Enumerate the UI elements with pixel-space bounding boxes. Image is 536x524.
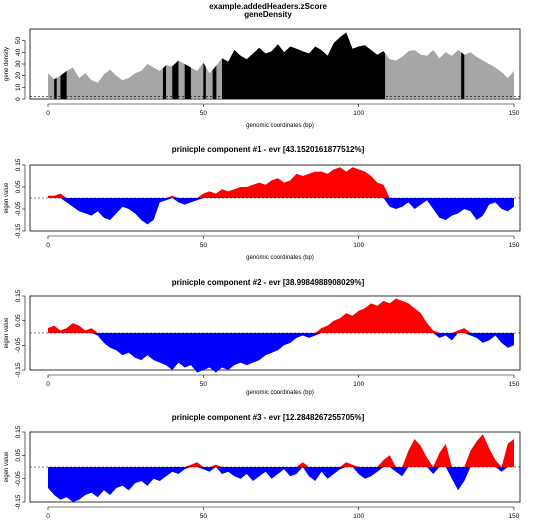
chart-panel-3: prinicple component #2 - evr [38.9984988…	[4, 278, 521, 396]
y-axis-label: eigen value	[4, 451, 10, 482]
x-tick-label: 150	[509, 242, 520, 249]
density-dark-segment	[184, 32, 191, 99]
x-tick-label: 100	[353, 242, 364, 249]
y-tick-label: -0.15	[15, 494, 22, 509]
y-tick-label: 10	[15, 83, 22, 91]
x-tick-label: 0	[46, 242, 50, 249]
density-dark-segment	[461, 32, 465, 99]
y-axis-label: eigen value	[4, 317, 10, 348]
x-tick-label: 0	[46, 381, 50, 388]
y-tick-label: 30	[15, 60, 22, 68]
y-tick-label: 0	[15, 97, 22, 101]
y-tick-label: 0.15	[15, 425, 22, 438]
x-tick-label: 100	[353, 513, 364, 520]
y-axis-label: eigen value	[4, 182, 10, 213]
positive-area	[48, 298, 514, 333]
x-tick-label: 0	[46, 513, 50, 520]
density-dark-segment	[203, 32, 206, 99]
x-tick-label: 0	[46, 110, 50, 117]
y-tick-label: -0.15	[15, 223, 22, 238]
chart-title: prinicple component #1 - evr [43.1520161…	[172, 145, 365, 154]
x-axis-label: genomic coordinates (bp)	[246, 255, 314, 261]
x-tick-label: 50	[200, 110, 208, 117]
positive-area	[48, 167, 514, 198]
x-tick-label: 50	[200, 513, 208, 520]
x-axis-label: genomic coordinates (bp)	[246, 390, 314, 396]
y-tick-label: -0.05	[15, 471, 22, 486]
x-tick-label: 50	[200, 242, 208, 249]
y-tick-label: 50	[15, 37, 22, 45]
y-tick-label: 0.05	[15, 314, 22, 327]
x-tick-label: 150	[509, 381, 520, 388]
x-tick-label: 50	[200, 381, 208, 388]
y-tick-label: -0.05	[15, 338, 22, 353]
chart-subtitle: geneDensity	[244, 10, 292, 19]
x-tick-label: 100	[353, 110, 364, 117]
y-tick-label: 0.05	[15, 449, 22, 462]
chart-title: prinicple component #2 - evr [38.9984988…	[172, 278, 365, 287]
negative-area	[48, 467, 514, 502]
chart-title: example.addedHeaders.zScore	[209, 2, 327, 11]
y-tick-label: -0.05	[15, 201, 22, 216]
x-tick-label: 150	[509, 513, 520, 520]
positive-area	[48, 434, 514, 467]
chart-panel-2: prinicple component #1 - evr [43.1520161…	[4, 145, 521, 261]
y-tick-label: 40	[15, 48, 22, 56]
negative-area	[48, 198, 514, 225]
y-tick-label: 0.15	[15, 289, 22, 302]
density-dark-segment	[162, 32, 167, 99]
x-axis-label: genomic coordinates (bp)	[246, 123, 314, 129]
chart-title: prinicple component #3 - evr [12.2848267…	[172, 413, 365, 422]
y-tick-label: 0.15	[15, 158, 22, 171]
y-axis-label: gene density	[4, 47, 10, 81]
x-tick-label: 150	[509, 110, 520, 117]
density-dark-segment	[221, 32, 386, 99]
chart-panel-4: prinicple component #3 - evr [12.2848267…	[4, 413, 521, 520]
x-tick-label: 100	[353, 381, 364, 388]
y-tick-label: 0.05	[15, 180, 22, 193]
negative-area	[48, 333, 514, 373]
y-tick-label: -0.15	[15, 362, 22, 377]
y-tick-label: 20	[15, 72, 22, 80]
density-dark-segment	[212, 32, 217, 99]
density-dark-segment	[60, 32, 67, 99]
density-dark-segment	[54, 32, 57, 99]
density-dark-segment	[172, 32, 179, 99]
